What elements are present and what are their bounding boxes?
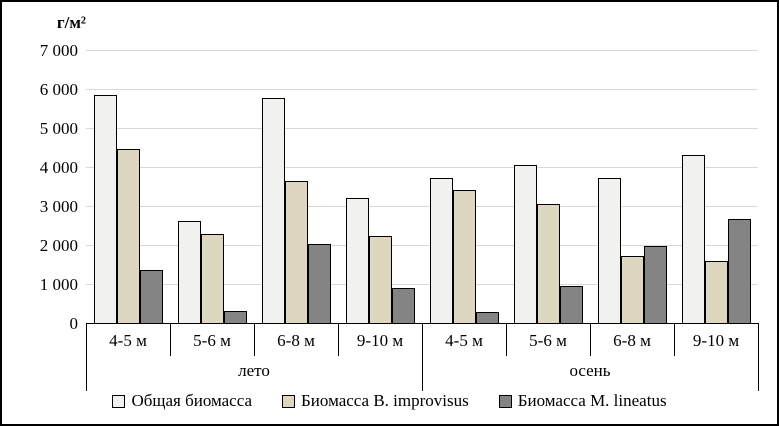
bar-improvisus (368, 236, 392, 323)
gridline (86, 89, 758, 90)
axis-group-separator (86, 323, 87, 391)
legend-swatch-m-lineatus (498, 394, 512, 408)
legend-swatch-total-biomass (112, 394, 126, 408)
bar-total (513, 164, 537, 323)
legend-item-m-lineatus: Биомасса M. lineatus (498, 391, 667, 411)
bar-total (429, 177, 453, 323)
gridline (86, 206, 758, 207)
legend-label-total-biomass: Общая биомасса (131, 391, 253, 410)
axis-group-separator (758, 323, 759, 391)
bar-total (681, 155, 705, 323)
axis-category-separator (170, 323, 171, 356)
legend-label-b-improvisus: Биомасса B. improvisus (301, 391, 469, 410)
bar-lineatus (139, 270, 163, 323)
y-tick-label: 0 (69, 314, 79, 333)
bar-improvisus (704, 260, 728, 323)
bar-lineatus (223, 310, 247, 323)
gridline (86, 245, 758, 246)
legend-item-total-biomass: Общая биомасса (112, 391, 252, 411)
bar-total (345, 197, 369, 323)
bar-improvisus (452, 190, 476, 323)
category-label: 9-10 м (692, 331, 740, 350)
category-label: 4-5 м (445, 331, 483, 350)
y-axis-title: г/м² (56, 13, 86, 32)
bar-improvisus (284, 181, 308, 323)
gridline (86, 284, 758, 285)
bar-improvisus (116, 149, 140, 323)
axis-category-separator (338, 323, 339, 356)
bar-total (261, 98, 285, 323)
category-label: 6-8 м (277, 331, 315, 350)
category-label: 9-10 м (356, 331, 404, 350)
bar-total (93, 94, 117, 323)
legend-item-b-improvisus: Биомасса B. improvisus (282, 391, 469, 411)
bar-lineatus (559, 285, 583, 323)
bar-lineatus (727, 218, 751, 323)
legend-label-m-lineatus: Биомасса M. lineatus (517, 391, 667, 410)
legend: Общая биомасса Биомасса B. improvisus Би… (0, 391, 779, 411)
y-tick-label: 6 000 (39, 80, 78, 99)
category-label: 4-5 м (109, 331, 147, 350)
y-tick-label: 1 000 (39, 275, 78, 294)
bar-lineatus (643, 245, 667, 323)
bar-lineatus (475, 312, 499, 323)
category-label: 6-8 м (613, 331, 651, 350)
legend-swatch-b-improvisus (282, 394, 296, 408)
gridline (86, 128, 758, 129)
axis-category-separator (674, 323, 675, 356)
gridline (86, 167, 758, 168)
axis-category-separator (590, 323, 591, 356)
y-tick-label: 4 000 (39, 158, 78, 177)
bar-improvisus (620, 255, 644, 323)
bar-total (177, 220, 201, 323)
axis-category-separator (254, 323, 255, 356)
axis-category-separator (506, 323, 507, 356)
category-label: 5-6 м (529, 331, 567, 350)
y-tick-label: 2 000 (39, 236, 78, 255)
bar-lineatus (391, 288, 415, 323)
group-label: осень (569, 361, 611, 380)
group-label: лето (238, 361, 270, 380)
axis-group-separator (422, 323, 423, 391)
y-tick-label: 5 000 (39, 119, 78, 138)
y-tick-label: 3 000 (39, 197, 78, 216)
bar-lineatus (307, 243, 331, 323)
y-tick-label: 7 000 (39, 41, 78, 60)
category-label: 5-6 м (193, 331, 231, 350)
gridline (86, 50, 758, 51)
bar-improvisus (536, 203, 560, 323)
bar-total (597, 177, 621, 323)
bar-improvisus (200, 233, 224, 323)
